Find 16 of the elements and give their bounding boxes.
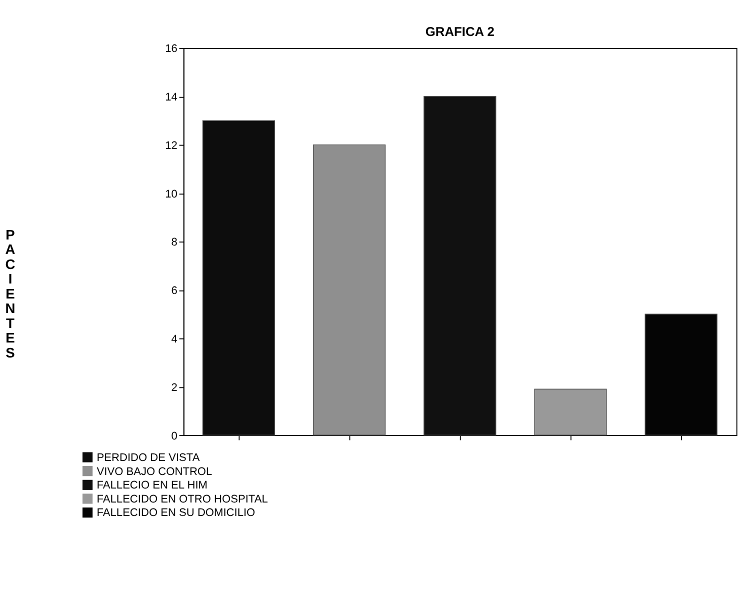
legend-label: FALLECIDO EN OTRO HOSPITAL <box>96 493 268 506</box>
y-tick-label: 2 <box>171 382 178 394</box>
legend-label: PERDIDO DE VISTA <box>96 452 200 464</box>
y-tick-label: 12 <box>165 140 178 152</box>
y-tick-label: 8 <box>171 236 178 249</box>
chart-title: GRAFICA 2 <box>425 24 494 40</box>
y-tick-label: 0 <box>171 430 178 442</box>
y-tick-label: 16 <box>165 43 178 56</box>
text: PACIENTES <box>5 226 16 360</box>
legend-label: VIVO BAJO CONTROL <box>96 466 212 478</box>
y-tick-label: 14 <box>165 92 178 104</box>
legend-label: FALLECIO EN EL HIM <box>96 480 208 492</box>
legend-label: FALLECIDO EN SU DOMICILIO <box>96 507 256 520</box>
y-tick-label: 10 <box>165 188 178 200</box>
y-tick-label: 6 <box>171 285 178 298</box>
y-tick-label: 4 <box>171 334 178 346</box>
